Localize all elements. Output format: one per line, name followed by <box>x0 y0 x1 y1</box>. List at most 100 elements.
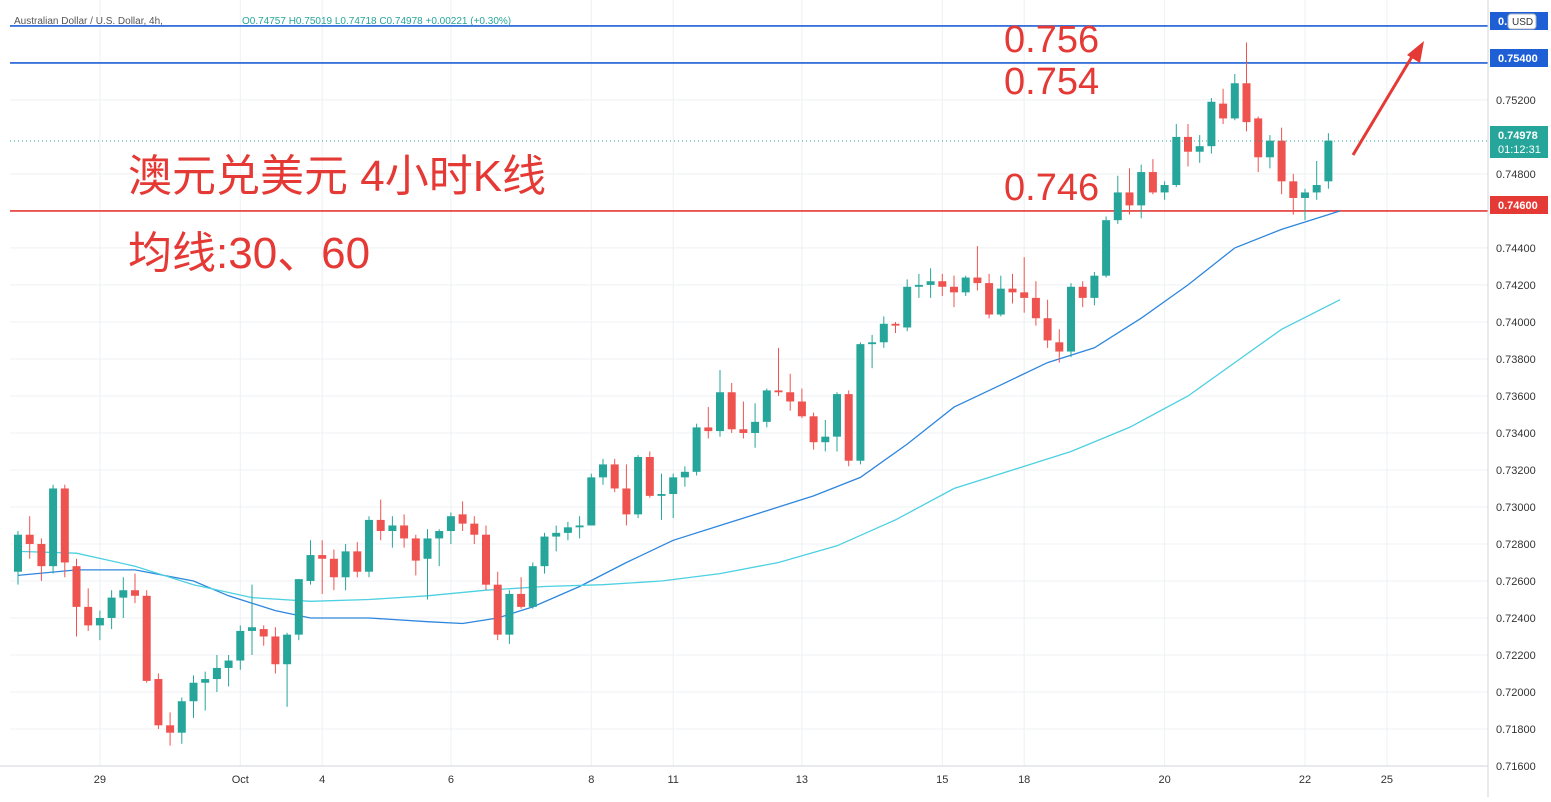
candle[interactable] <box>563 521 572 541</box>
candle[interactable] <box>704 407 713 439</box>
candle[interactable] <box>119 577 128 618</box>
candle[interactable] <box>411 534 420 576</box>
candle[interactable] <box>353 542 362 578</box>
candle[interactable] <box>552 525 561 552</box>
candle[interactable] <box>154 673 163 729</box>
candle[interactable] <box>505 590 514 644</box>
candle[interactable] <box>739 401 748 439</box>
candle[interactable] <box>400 514 409 548</box>
candle[interactable] <box>786 373 795 411</box>
candle[interactable] <box>49 484 58 574</box>
candle[interactable] <box>177 697 186 744</box>
candle[interactable] <box>599 458 607 485</box>
candle[interactable] <box>634 455 643 519</box>
candle[interactable] <box>879 316 888 348</box>
candle[interactable] <box>645 451 654 498</box>
candle[interactable] <box>107 590 116 630</box>
candle[interactable] <box>1102 216 1111 278</box>
candle[interactable] <box>1008 273 1017 304</box>
candle[interactable] <box>1148 159 1157 195</box>
candle[interactable] <box>1160 181 1169 200</box>
candle[interactable] <box>821 420 830 452</box>
candle[interactable] <box>985 273 994 319</box>
candle[interactable] <box>1172 123 1181 187</box>
candle[interactable] <box>1020 257 1029 313</box>
candle[interactable] <box>1312 160 1321 200</box>
candle[interactable] <box>622 464 631 526</box>
candle[interactable] <box>1031 281 1040 326</box>
candle[interactable] <box>973 246 982 291</box>
candle[interactable] <box>84 588 93 631</box>
candle[interactable] <box>329 549 338 591</box>
candle[interactable] <box>423 529 432 600</box>
candle[interactable] <box>657 473 666 520</box>
candle[interactable] <box>797 388 806 419</box>
candle[interactable] <box>950 275 958 308</box>
candle[interactable] <box>1219 88 1228 124</box>
candle[interactable] <box>95 610 104 641</box>
time-axis[interactable]: 29 Oct 4 6 8 11 13 15 18 20 22 25 <box>94 774 1393 786</box>
candle[interactable] <box>1265 135 1274 169</box>
candle[interactable] <box>610 458 619 493</box>
currency-button[interactable]: USD <box>1507 13 1537 30</box>
candle[interactable] <box>458 501 467 532</box>
candle[interactable] <box>1125 168 1134 215</box>
candle[interactable] <box>1067 283 1075 358</box>
candle[interactable] <box>540 532 549 574</box>
candle[interactable] <box>446 512 455 544</box>
candle[interactable] <box>727 383 736 433</box>
candle[interactable] <box>751 403 760 448</box>
candle[interactable] <box>25 516 34 559</box>
candle[interactable] <box>1289 173 1298 215</box>
candle[interactable] <box>961 275 970 297</box>
candle[interactable] <box>692 423 701 476</box>
candle[interactable] <box>271 627 280 674</box>
candle[interactable] <box>1277 127 1286 195</box>
candle[interactable] <box>365 516 373 578</box>
candle[interactable] <box>844 390 853 467</box>
candle[interactable] <box>37 538 46 581</box>
candle[interactable] <box>926 268 935 298</box>
candle[interactable] <box>72 558 81 637</box>
candle[interactable] <box>259 625 268 646</box>
candle[interactable] <box>1078 281 1087 308</box>
candle[interactable] <box>1301 188 1309 221</box>
candle[interactable] <box>762 388 771 428</box>
candle[interactable] <box>14 531 22 585</box>
candle[interactable] <box>212 654 221 692</box>
price-axis[interactable]: 0.75200 0.74800 0.74400 0.74200 0.74000 0.738… <box>1496 95 1536 773</box>
candle[interactable] <box>868 334 877 369</box>
candle[interactable] <box>996 275 1005 317</box>
candle[interactable] <box>435 529 444 567</box>
candle[interactable] <box>587 473 596 526</box>
candle[interactable] <box>1184 123 1192 167</box>
candle[interactable] <box>189 675 198 718</box>
candle[interactable] <box>891 321 900 334</box>
candle[interactable] <box>809 412 818 450</box>
candle[interactable] <box>470 516 479 544</box>
candle[interactable] <box>1254 116 1263 173</box>
candle[interactable] <box>294 579 303 641</box>
candle[interactable] <box>1043 299 1052 348</box>
candle[interactable] <box>914 273 923 298</box>
candle[interactable] <box>903 279 912 332</box>
candle[interactable] <box>938 273 947 297</box>
candle[interactable] <box>236 625 245 670</box>
candle[interactable] <box>248 584 256 655</box>
candle[interactable] <box>201 671 210 711</box>
candle[interactable] <box>388 516 397 548</box>
candle[interactable] <box>1090 271 1099 306</box>
candle[interactable] <box>1230 74 1239 121</box>
candle[interactable] <box>528 562 537 609</box>
candle[interactable] <box>224 654 233 687</box>
candle[interactable] <box>517 577 526 609</box>
candle[interactable] <box>833 392 841 452</box>
candle[interactable] <box>774 347 783 396</box>
candle[interactable] <box>1207 98 1216 154</box>
candle[interactable] <box>680 466 689 487</box>
candle[interactable] <box>341 543 350 591</box>
candle[interactable] <box>1055 329 1064 363</box>
candle[interactable] <box>318 540 327 594</box>
candle[interactable] <box>1137 164 1146 219</box>
